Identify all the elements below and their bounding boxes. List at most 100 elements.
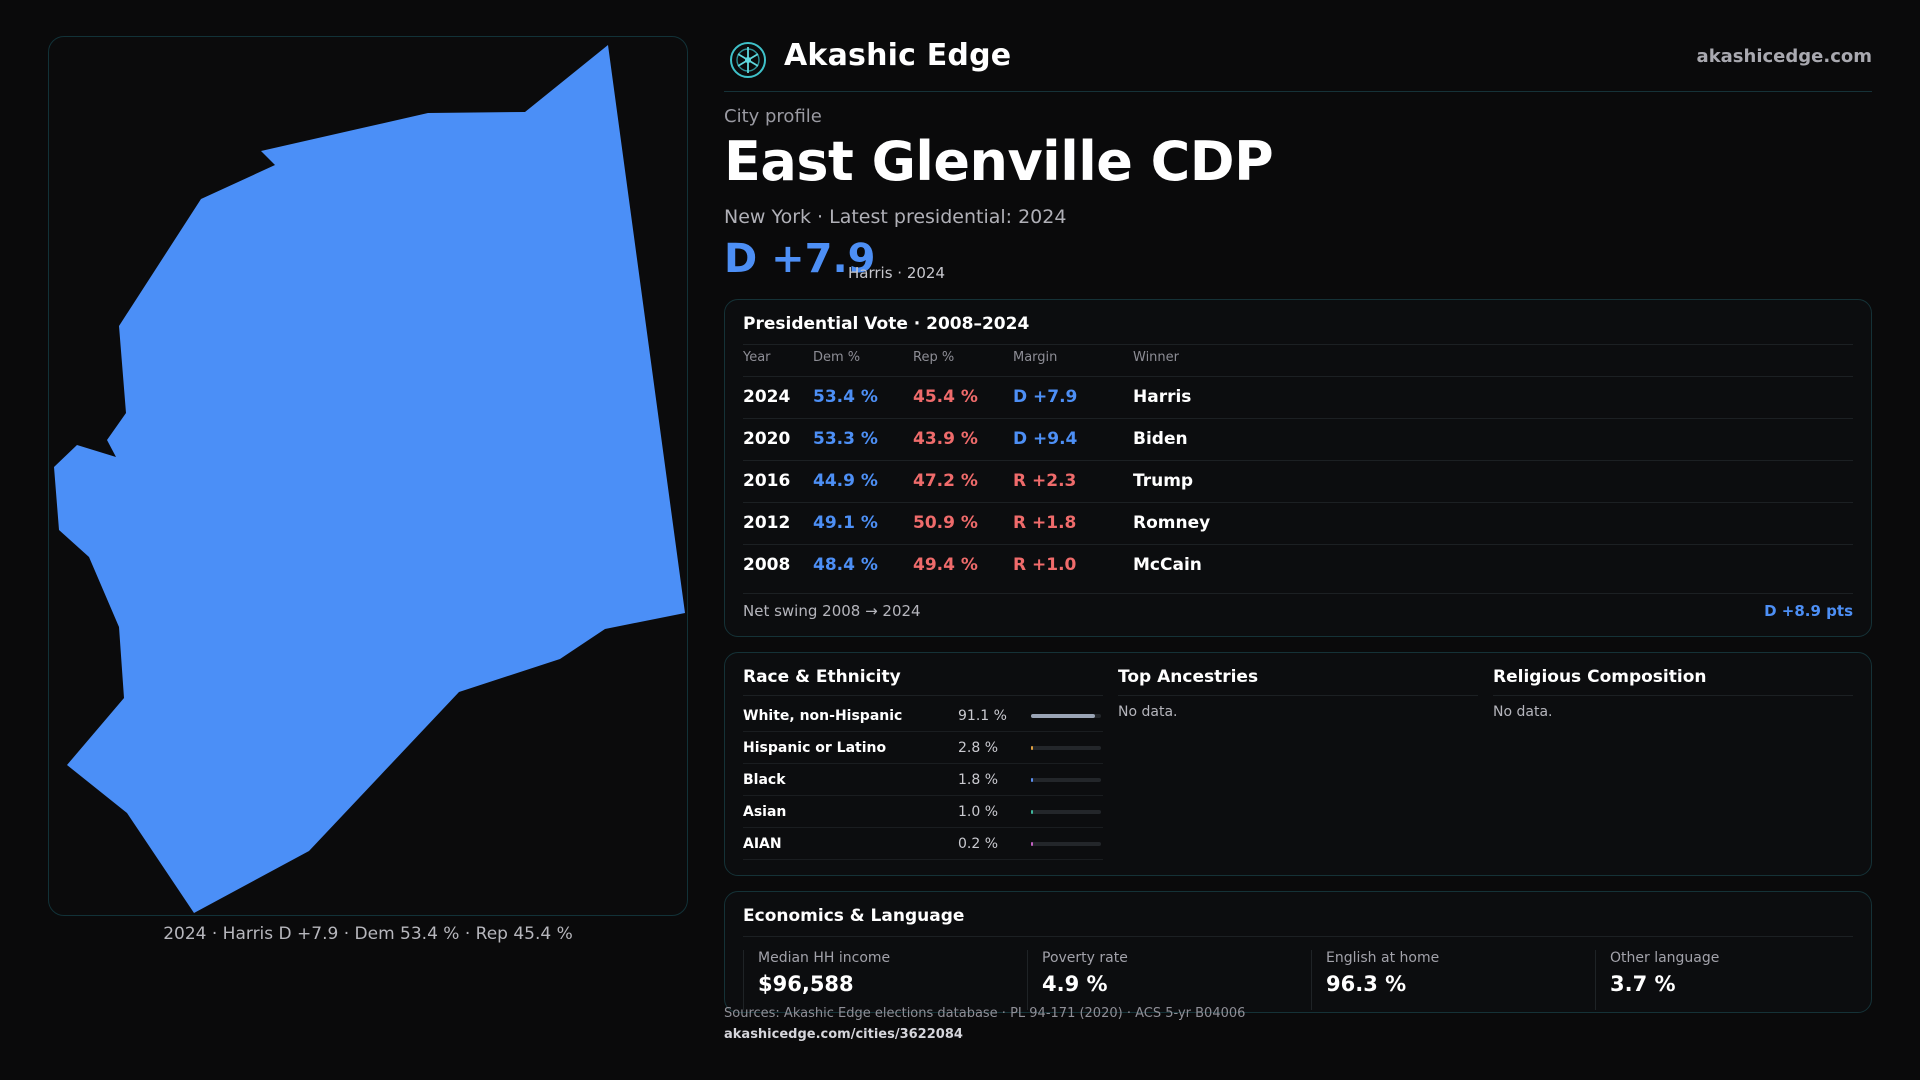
race-row: Hispanic or Latino 2.8 %: [743, 732, 1103, 764]
stat-value: 3.7 %: [1610, 972, 1676, 996]
race-value: 91.1 %: [958, 708, 1007, 724]
map-panel: [48, 36, 688, 916]
header-dem: Dem %: [813, 350, 861, 365]
stat-median-income: Median HH income $96,588: [743, 950, 890, 1010]
cell-rep: 43.9 %: [913, 429, 978, 449]
source-link[interactable]: akashicedge.com/cities/3622084: [724, 1027, 963, 1042]
race-label: Black: [743, 772, 786, 788]
cell-year: 2016: [743, 471, 791, 491]
brand-name[interactable]: Akashic Edge: [784, 38, 1012, 73]
latest-margin-note: Harris · 2024: [848, 264, 946, 282]
stat-label: English at home: [1326, 950, 1440, 966]
cell-year: 2024: [743, 387, 791, 407]
table-row: 2020 53.3 % 43.9 % D +9.4 Biden: [743, 418, 1853, 460]
race-bar-fill: [1031, 714, 1095, 718]
economics-card: Economics & Language Median HH income $9…: [724, 891, 1872, 1013]
cell-margin: R +2.3: [1013, 471, 1077, 491]
religion-title: Religious Composition: [1493, 667, 1707, 687]
cell-winner: Biden: [1133, 429, 1188, 449]
race-row: Black 1.8 %: [743, 764, 1103, 796]
map-caption: 2024 · Harris D +7.9 · Dem 53.4 % · Rep …: [163, 924, 573, 944]
header-year: Year: [743, 350, 771, 365]
cell-margin: D +7.9: [1013, 387, 1078, 407]
race-bar-track: [1031, 842, 1101, 846]
race-label: White, non-Hispanic: [743, 708, 903, 724]
akashic-edge-logo-icon[interactable]: [728, 40, 768, 80]
cell-winner: Trump: [1133, 471, 1194, 491]
city-boundary-map: [54, 45, 685, 913]
race-label: AIAN: [743, 836, 782, 852]
cell-dem: 53.4 %: [813, 387, 878, 407]
cell-winner: Romney: [1133, 513, 1211, 533]
race-value: 2.8 %: [958, 740, 999, 756]
cell-rep: 49.4 %: [913, 555, 978, 575]
stat-label: Median HH income: [758, 950, 891, 966]
ancestries-section: Top Ancestries No data.: [1118, 667, 1478, 720]
cell-rep: 50.9 %: [913, 513, 978, 533]
stat-english-at-home: English at home 96.3 %: [1311, 950, 1439, 1010]
brand-domain[interactable]: akashicedge.com: [1696, 46, 1872, 67]
race-bar-track: [1031, 778, 1101, 782]
race-bar-track: [1031, 714, 1101, 718]
cell-rep: 45.4 %: [913, 387, 978, 407]
race-row: Asian 1.0 %: [743, 796, 1103, 828]
divider: [743, 344, 1853, 345]
profile-eyebrow: City profile: [724, 106, 822, 127]
cell-winner: Harris: [1133, 387, 1192, 407]
header: Akashic Edge akashicedge.com: [724, 34, 1872, 92]
economics-title: Economics & Language: [743, 906, 965, 926]
cell-margin: D +9.4: [1013, 429, 1078, 449]
cell-dem: 44.9 %: [813, 471, 878, 491]
cell-margin: R +1.8: [1013, 513, 1077, 533]
presidential-vote-card: Presidential Vote · 2008–2024 Year Dem %…: [724, 299, 1872, 637]
header-rep: Rep %: [913, 350, 955, 365]
race-value: 0.2 %: [958, 836, 999, 852]
net-swing-label: Net swing 2008 → 2024: [743, 602, 921, 620]
race-bar-fill: [1031, 746, 1033, 750]
race-label: Hispanic or Latino: [743, 740, 887, 756]
stat-value: $96,588: [758, 972, 854, 996]
ancestries-title: Top Ancestries: [1118, 667, 1259, 687]
page-title: East Glenville CDP: [724, 130, 1274, 193]
race-value: 1.8 %: [958, 772, 999, 788]
table-row: 2024 53.4 % 45.4 % D +7.9 Harris: [743, 376, 1853, 418]
divider: [743, 936, 1853, 937]
net-swing-value: D +8.9 pts: [1764, 602, 1853, 620]
race-bar-fill: [1031, 842, 1033, 846]
race-bar-fill: [1031, 810, 1033, 814]
header-margin: Margin: [1013, 350, 1058, 365]
cell-rep: 47.2 %: [913, 471, 978, 491]
religion-section: Religious Composition No data.: [1493, 667, 1853, 720]
stat-value: 4.9 %: [1042, 972, 1108, 996]
race-bar-track: [1031, 810, 1101, 814]
race-ethnicity-title: Race & Ethnicity: [743, 667, 901, 687]
table-header: Year Dem % Rep % Margin Winner: [743, 350, 1853, 376]
race-bar-fill: [1031, 778, 1033, 782]
race-row: White, non-Hispanic 91.1 %: [743, 700, 1103, 732]
table-row: 2008 48.4 % 49.4 % R +1.0 McCain: [743, 544, 1853, 586]
cell-dem: 48.4 %: [813, 555, 878, 575]
stat-label: Poverty rate: [1042, 950, 1128, 966]
cell-winner: McCain: [1133, 555, 1202, 575]
city-boundary-shape[interactable]: [54, 45, 685, 913]
latest-margin: D +7.9: [724, 236, 876, 282]
table-row: 2012 49.1 % 50.9 % R +1.8 Romney: [743, 502, 1853, 544]
sources-note: Sources: Akashic Edge elections database…: [724, 1006, 1246, 1021]
stat-other-language: Other language 3.7 %: [1595, 950, 1719, 1010]
stat-poverty-rate: Poverty rate 4.9 %: [1027, 950, 1128, 1010]
demographics-card: Race & Ethnicity White, non-Hispanic 91.…: [724, 652, 1872, 876]
cell-margin: R +1.0: [1013, 555, 1077, 575]
race-value: 1.0 %: [958, 804, 999, 820]
table-body: 2024 53.4 % 45.4 % D +7.9 Harris 2020 53…: [743, 376, 1853, 586]
stat-label: Other language: [1610, 950, 1720, 966]
ancestries-empty: No data.: [1118, 704, 1178, 720]
divider: [1118, 695, 1478, 696]
table-row: 2016 44.9 % 47.2 % R +2.3 Trump: [743, 460, 1853, 502]
cell-year: 2008: [743, 555, 791, 575]
cell-year: 2012: [743, 513, 791, 533]
stat-value: 96.3 %: [1326, 972, 1407, 996]
cell-dem: 49.1 %: [813, 513, 878, 533]
cell-year: 2020: [743, 429, 791, 449]
header-winner: Winner: [1133, 350, 1180, 365]
cell-dem: 53.3 %: [813, 429, 878, 449]
